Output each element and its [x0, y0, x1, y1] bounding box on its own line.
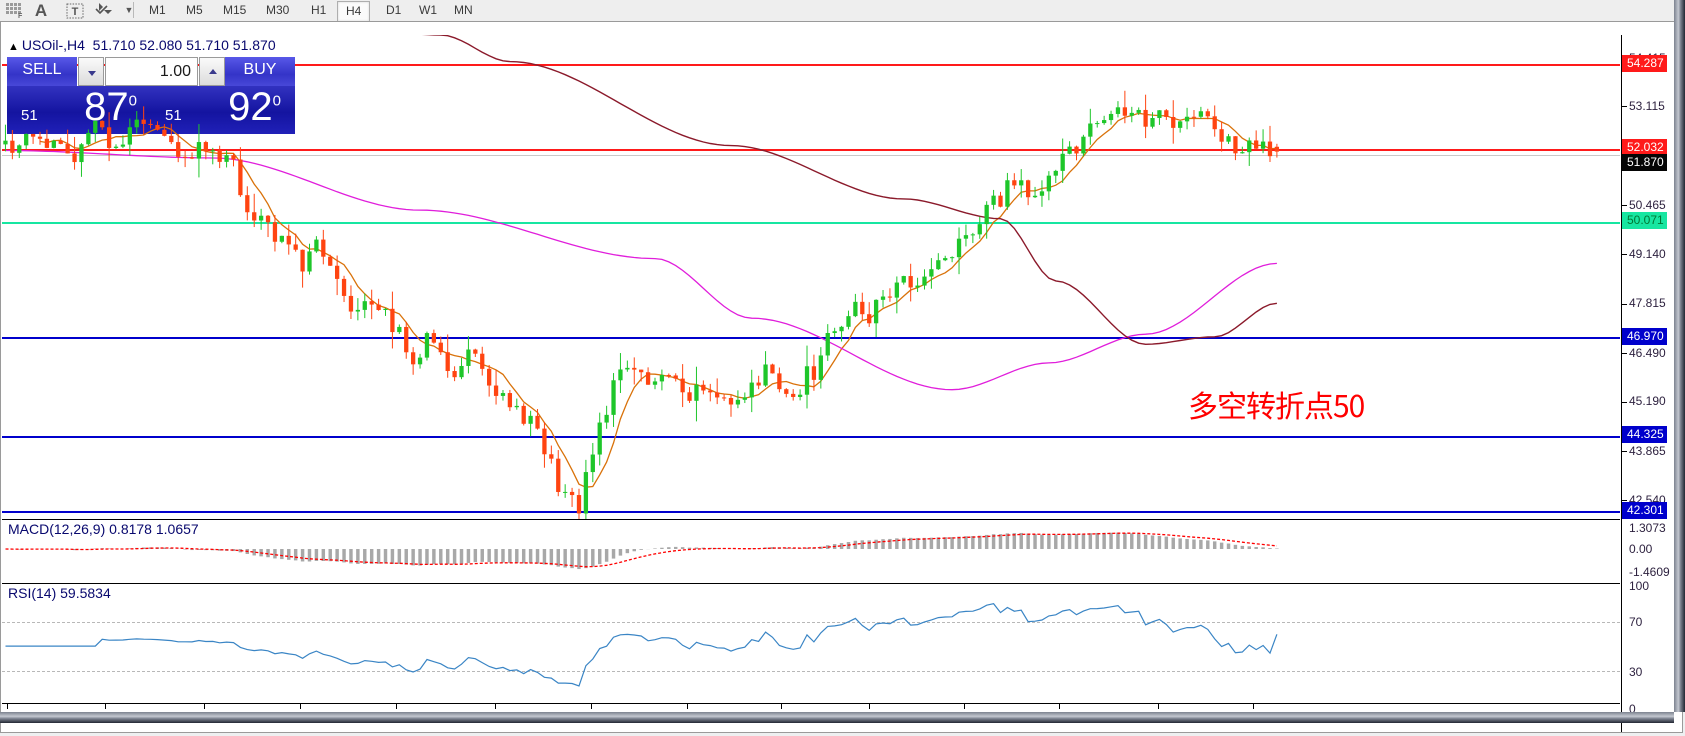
svg-text:T: T — [72, 6, 79, 18]
